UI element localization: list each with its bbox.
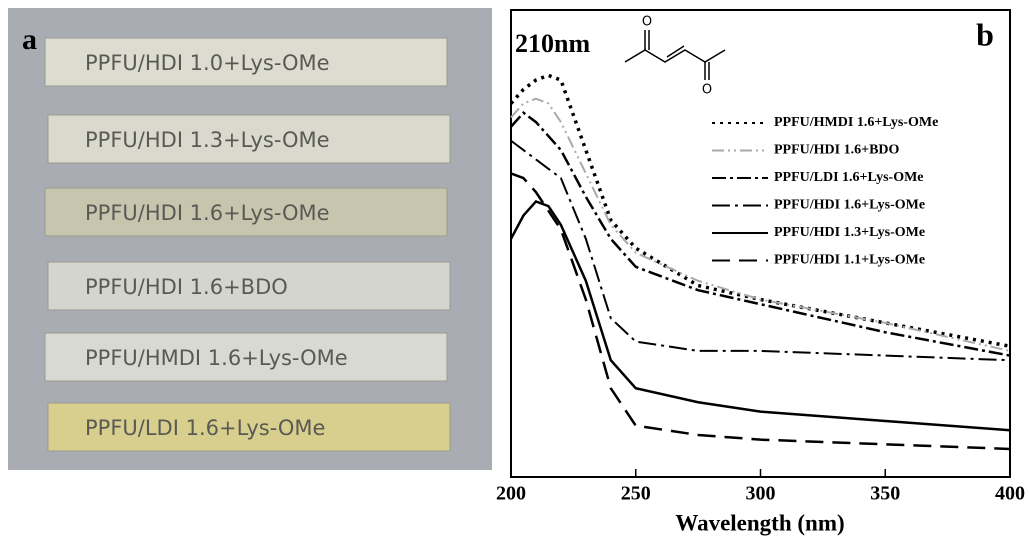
structure [624, 30, 726, 80]
bond [666, 45, 685, 58]
panel-label: b [976, 16, 994, 52]
strip-label: PPFU/HDI 1.6+BDO [85, 275, 288, 299]
strip-label: PPFU/HMDI 1.6+Lys-OMe [85, 346, 348, 370]
strip [47, 261, 451, 311]
legend-label: PPFU/HDI 1.6+BDO [774, 143, 900, 158]
x-tick-label: 400 [995, 483, 1025, 505]
strip [44, 187, 448, 237]
series-line [510, 111, 1011, 357]
x-tick-label: 350 [870, 483, 900, 505]
series-line [510, 97, 1011, 352]
x-axis-label: Wavelength (nm) [675, 510, 844, 535]
annotation: 210nm [515, 29, 590, 58]
x-tick-label: 250 [621, 483, 651, 505]
strip-label: PPFU/LDI 1.6+Lys-OMe [85, 416, 325, 440]
panel-label: a [22, 23, 37, 56]
legend-label: PPFU/HDI 1.6+Lys-OMe [774, 198, 925, 213]
strip [47, 114, 451, 164]
strip-label: PPFU/HDI 1.6+Lys-OMe [85, 201, 330, 225]
legend-label: PPFU/HDI 1.3+Lys-OMe [774, 225, 925, 240]
legend-label: PPFU/HMDI 1.6+Lys-OMe [774, 115, 938, 130]
strip-label: PPFU/HDI 1.3+Lys-OMe [85, 128, 330, 152]
legend-label: PPFU/LDI 1.6+Lys-OMe [774, 170, 924, 185]
series-line [510, 172, 1011, 451]
strip-label: PPFU/HDI 1.0+Lys-OMe [85, 51, 330, 75]
atom-label: O [702, 83, 712, 98]
plot-frame [510, 9, 1011, 478]
series-line [510, 139, 1011, 362]
strip [44, 332, 448, 382]
strip [44, 37, 448, 87]
atom-label: O [642, 15, 652, 30]
x-tick-label: 200 [496, 483, 526, 505]
strip [47, 402, 451, 452]
structure-bonds [624, 49, 726, 63]
x-tick-label: 300 [746, 483, 776, 505]
legend-label: PPFU/HDI 1.1+Lys-OMe [774, 253, 925, 268]
series-line [509, 199, 1011, 432]
